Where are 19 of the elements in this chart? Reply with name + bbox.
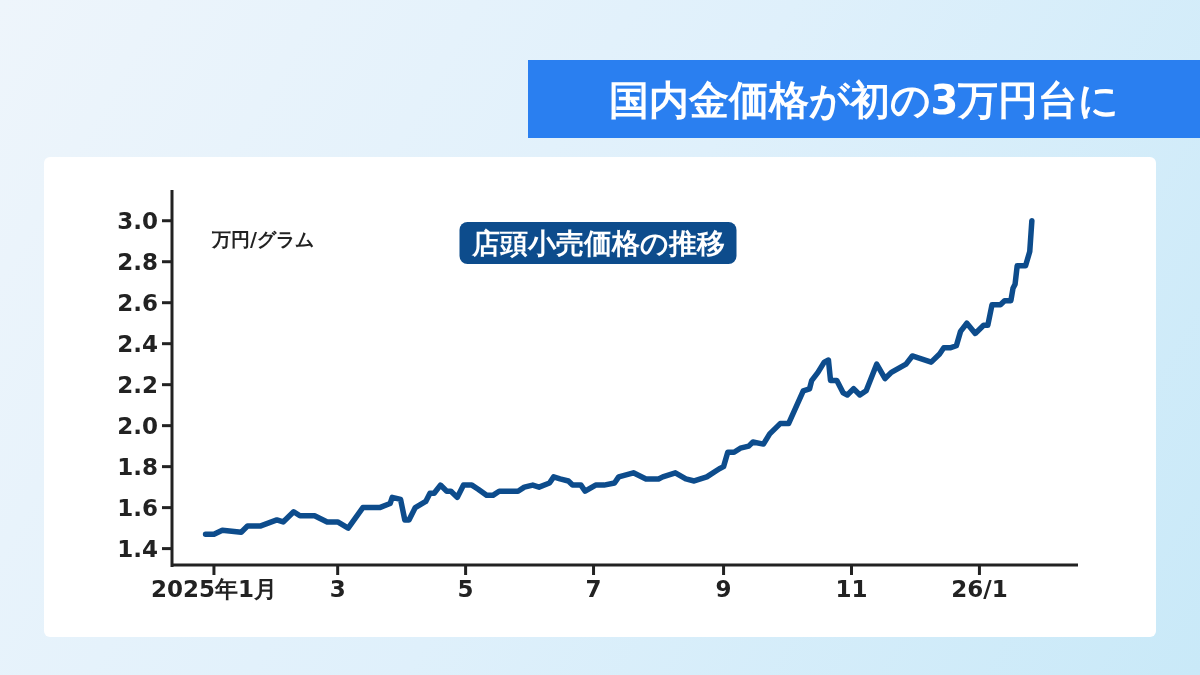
chart-title: 国内金価格が初の3万円台に [608,77,1120,123]
text: 店頭小売価格の推移 [470,227,725,260]
y-tick-label: 1.4 [117,535,158,562]
x-tick-label: 5 [457,576,474,602]
y-tick-label: 2.6 [117,289,158,316]
x-tick-label: 9 [715,576,732,602]
x-tick-label: 3 [329,576,346,602]
x-tick-label: 7 [585,576,602,602]
y-tick-label: 2.2 [117,371,158,398]
y-tick-label: 2.0 [117,412,158,439]
y-tick-label: 2.8 [117,248,158,275]
y-tick-label: 1.6 [117,494,158,521]
y-tick-label: 3.0 [117,207,158,234]
x-tick-label: 2025年1月 [150,576,277,602]
x-tick-label: 11 [835,576,868,602]
y-axis-title: 万円/グラム [211,228,314,250]
x-tick-label: 26/1 [951,576,1008,602]
y-tick-label: 2.4 [117,330,158,357]
y-tick-label: 1.8 [117,453,158,480]
